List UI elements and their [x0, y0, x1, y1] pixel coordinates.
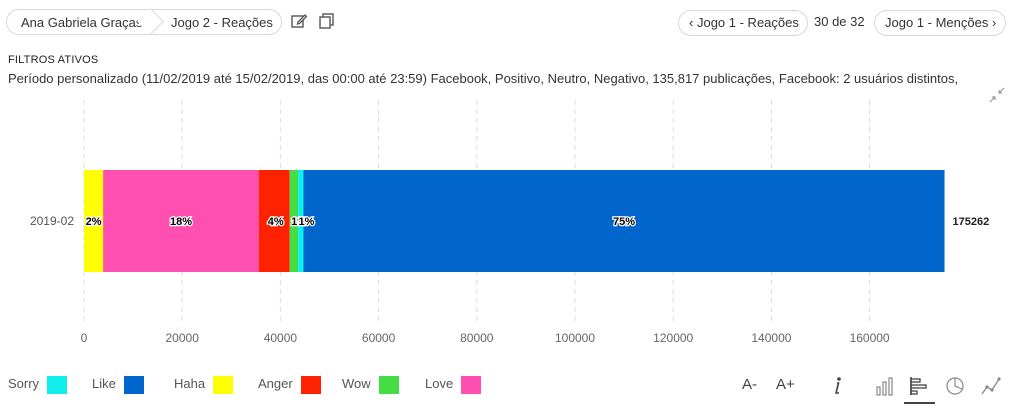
data-label-like: 75%	[613, 216, 635, 228]
chart-bars	[84, 170, 945, 272]
legend-label: Like	[92, 376, 116, 391]
info-icon[interactable]	[826, 376, 848, 396]
shrink-icon[interactable]	[988, 86, 1006, 104]
legend-label: Sorry	[8, 376, 40, 391]
legend-label: Haha	[174, 376, 206, 391]
legend-item-like[interactable]: Like	[92, 372, 144, 396]
data-label-sorry: 1%	[299, 216, 315, 228]
x-tick-label: 80000	[460, 331, 494, 345]
x-tick-label: 100000	[555, 331, 595, 345]
legend-item-wow[interactable]: Wow	[342, 372, 399, 396]
copy-icon[interactable]	[318, 12, 336, 30]
data-label-love: 18%	[170, 216, 192, 228]
data-label-anger: 4%	[268, 216, 284, 228]
legend-swatch	[378, 375, 399, 394]
x-tick-label: 0	[81, 331, 88, 345]
bar-segment-love[interactable]	[103, 170, 259, 272]
pie-chart-icon[interactable]	[944, 376, 966, 396]
font-decrease-button[interactable]: A-	[742, 376, 757, 393]
legend-item-haha[interactable]: Haha	[174, 372, 234, 396]
legend-label: Wow	[342, 376, 371, 391]
chevron-left-icon: ‹	[689, 15, 694, 30]
legend-item-love[interactable]: Love	[425, 372, 482, 396]
category-label: 2019-02	[30, 214, 74, 228]
active-chart-type-indicator	[904, 402, 935, 404]
legend-item-anger[interactable]: Anger	[258, 372, 321, 396]
filters-text: Período personalizado (11/02/2019 até 15…	[8, 71, 959, 86]
data-label-haha: 2%	[86, 216, 102, 228]
legend-swatch	[213, 375, 234, 394]
previous-report-button[interactable]: ‹ Jogo 1 - Reações	[678, 10, 808, 36]
edit-icon[interactable]	[290, 12, 308, 30]
bar-segment-wow[interactable]	[289, 170, 299, 272]
total-label: 175262	[953, 216, 990, 228]
legend-swatch	[461, 375, 482, 394]
bar-segment-sorry[interactable]	[298, 170, 304, 272]
bar-segment-anger[interactable]	[258, 170, 290, 272]
breadcrumb-report[interactable]: Jogo 2 - Reações	[150, 9, 282, 35]
x-tick-label: 140000	[751, 331, 791, 345]
previous-report-label: Jogo 1 - Reações	[696, 15, 799, 30]
next-report-button[interactable]: Jogo 1 - Menções ›	[874, 10, 1006, 36]
x-tick-label: 60000	[362, 331, 396, 345]
x-tick-label: 20000	[166, 331, 200, 345]
legend-label: Love	[425, 376, 454, 391]
chart-labels: 0 20000 40000 60000 80000 100000 120000 140000 1…	[30, 214, 989, 345]
legend-swatch	[123, 375, 144, 394]
x-tick-label: 160000	[850, 331, 890, 345]
x-tick-label: 40000	[264, 331, 298, 345]
legend-label: Anger	[258, 376, 293, 391]
filters-title: FILTROS ATIVOS	[8, 54, 99, 66]
data-label-wow: 1%	[291, 216, 307, 228]
x-tick-label: 120000	[653, 331, 693, 345]
legend-swatch	[47, 375, 68, 394]
chevron-right-icon: ›	[991, 15, 997, 30]
line-chart-icon[interactable]	[980, 376, 1002, 396]
bar-segment-haha[interactable]	[84, 170, 104, 272]
top-bar: Ana Gabriela Graças Jogo 2 - Reações ‹ J…	[0, 0, 1020, 46]
column-chart-icon[interactable]	[874, 376, 896, 396]
next-report-label: Jogo 1 - Menções	[885, 15, 989, 30]
legend-item-sorry[interactable]: Sorry	[8, 372, 68, 396]
legend-swatch	[300, 375, 321, 394]
stacked-bar-chart: 0 20000 40000 60000 80000 100000 120000 140000 1…	[30, 100, 989, 345]
pager-count: 30 de 32	[814, 14, 865, 29]
bar-chart-icon[interactable]	[908, 376, 930, 396]
font-increase-button[interactable]: A+	[776, 376, 795, 393]
bar-segment-like[interactable]	[303, 170, 945, 272]
